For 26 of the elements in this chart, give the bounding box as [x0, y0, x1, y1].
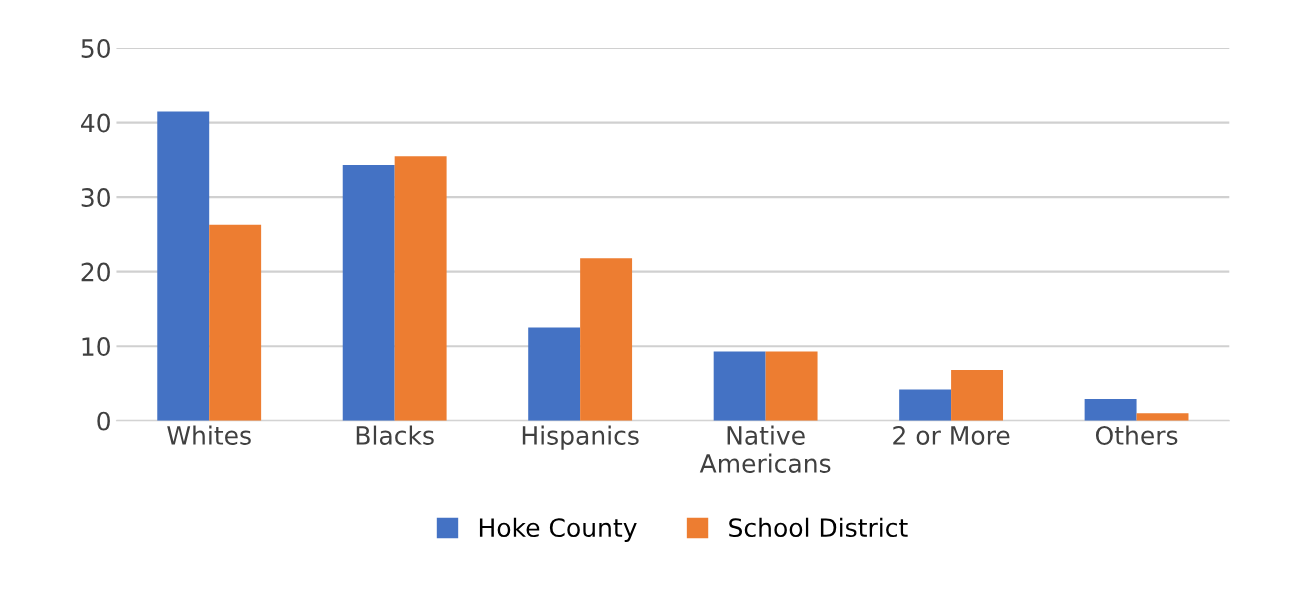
x-tick-label: Hispanics: [522, 425, 639, 450]
x-tick-label: 2 or More: [893, 426, 1010, 445]
bar: [951, 370, 1004, 421]
y-tick-label: 10: [82, 337, 110, 357]
bar: [394, 156, 447, 421]
bar: [528, 327, 581, 421]
y-tick-label: 50: [81, 39, 110, 58]
bar: [580, 258, 633, 421]
bar: [765, 351, 818, 421]
bar: [1136, 413, 1189, 421]
legend-label: Hoke County: [479, 517, 637, 542]
y-tick-label: 40: [81, 113, 110, 133]
bar: [1084, 399, 1137, 421]
x-tick-label: Others: [1095, 425, 1178, 445]
x-tick-label: Whites: [167, 425, 251, 445]
y-tick-label: 20: [81, 262, 110, 282]
bar: [342, 165, 395, 421]
bar: [157, 111, 210, 421]
x-tick-label: Native Americans: [699, 425, 831, 473]
bar: [899, 389, 952, 421]
bar: [209, 224, 262, 421]
legend-label: School District: [729, 517, 908, 538]
x-tick-label: Blacks: [356, 425, 434, 445]
y-tick-label: 0: [97, 411, 110, 431]
bar: [713, 351, 766, 421]
y-tick-label: 30: [81, 188, 110, 207]
